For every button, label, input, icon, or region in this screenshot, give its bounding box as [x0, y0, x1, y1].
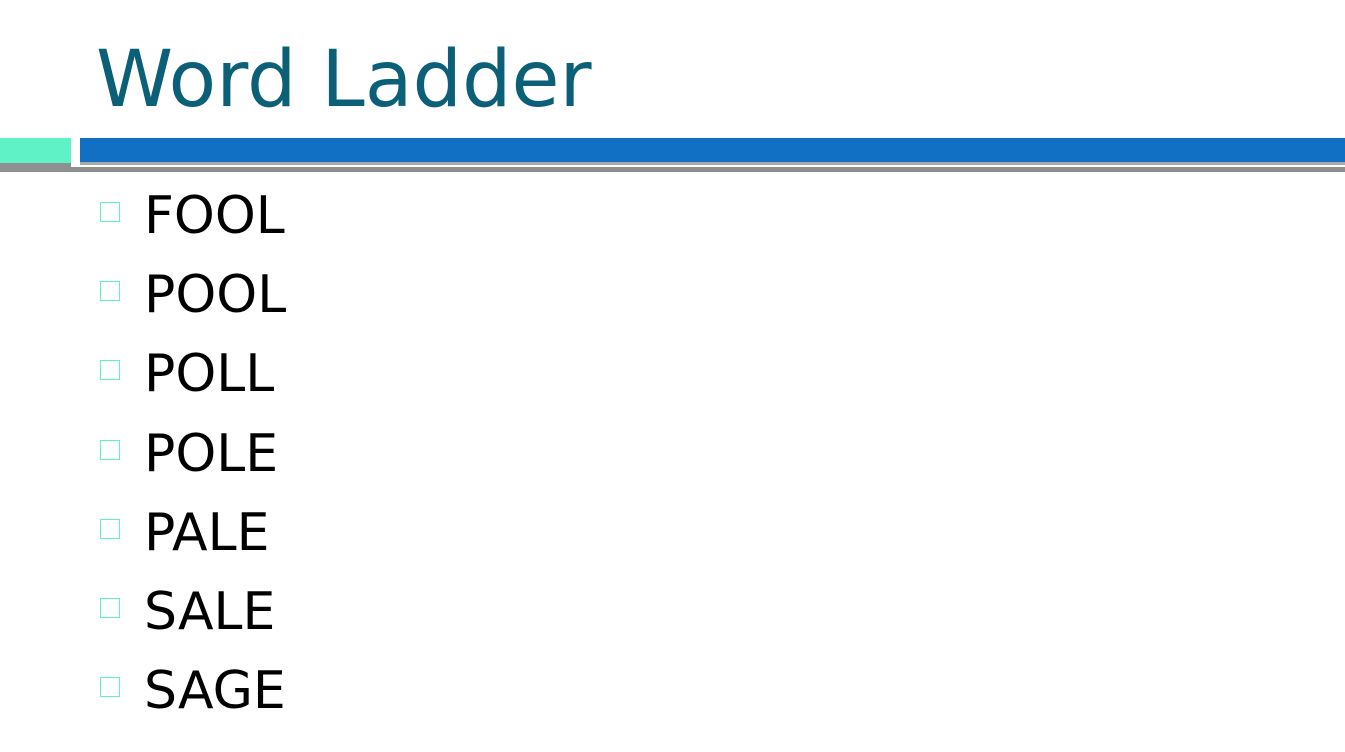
list-item: POOL — [100, 265, 700, 325]
square-bullet-icon — [100, 677, 120, 697]
word-text: POOL — [144, 265, 287, 325]
accent-block — [0, 138, 71, 163]
word-text: PALE — [144, 503, 270, 563]
square-bullet-icon — [100, 202, 120, 222]
title-underline-bar — [80, 138, 1345, 162]
list-item: SALE — [100, 582, 700, 642]
word-text: SALE — [144, 582, 276, 642]
word-text: POLL — [144, 344, 275, 404]
list-item: SAGE — [100, 661, 700, 721]
square-bullet-icon — [100, 598, 120, 618]
title-divider-rule — [0, 167, 1345, 172]
square-bullet-icon — [100, 519, 120, 539]
square-bullet-icon — [100, 440, 120, 460]
word-text: POLE — [144, 424, 279, 484]
slide-title: Word Ladder — [96, 35, 592, 125]
list-item: FOOL — [100, 186, 700, 246]
square-bullet-icon — [100, 360, 120, 380]
square-bullet-icon — [100, 281, 120, 301]
word-text: SAGE — [144, 661, 286, 721]
accent-block-shadow — [0, 163, 71, 167]
list-item: POLL — [100, 344, 700, 404]
title-underline-bar-shadow — [80, 162, 1345, 165]
list-item: PALE — [100, 503, 700, 563]
list-item: POLE — [100, 424, 700, 484]
word-text: FOOL — [144, 186, 285, 246]
